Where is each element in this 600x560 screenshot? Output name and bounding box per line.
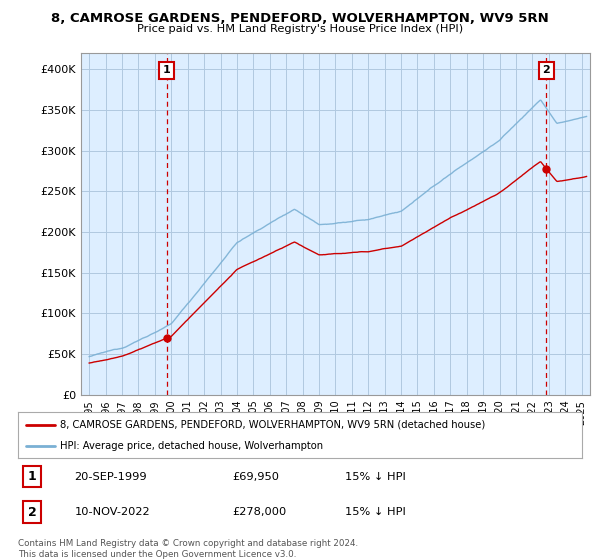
Text: £278,000: £278,000: [232, 507, 287, 517]
Text: Price paid vs. HM Land Registry's House Price Index (HPI): Price paid vs. HM Land Registry's House …: [137, 24, 463, 34]
Text: 2: 2: [542, 66, 550, 75]
Text: £69,950: £69,950: [232, 472, 280, 482]
Text: 15% ↓ HPI: 15% ↓ HPI: [345, 472, 406, 482]
Text: 15% ↓ HPI: 15% ↓ HPI: [345, 507, 406, 517]
Text: HPI: Average price, detached house, Wolverhampton: HPI: Average price, detached house, Wolv…: [60, 441, 323, 451]
Text: 2: 2: [28, 506, 37, 519]
Text: 8, CAMROSE GARDENS, PENDEFORD, WOLVERHAMPTON, WV9 5RN (detached house): 8, CAMROSE GARDENS, PENDEFORD, WOLVERHAM…: [60, 419, 485, 430]
Text: Contains HM Land Registry data © Crown copyright and database right 2024.
This d: Contains HM Land Registry data © Crown c…: [18, 539, 358, 559]
Text: 1: 1: [28, 470, 37, 483]
Text: 20-SEP-1999: 20-SEP-1999: [74, 472, 147, 482]
Text: 1: 1: [163, 66, 170, 75]
Text: 10-NOV-2022: 10-NOV-2022: [74, 507, 150, 517]
Text: 8, CAMROSE GARDENS, PENDEFORD, WOLVERHAMPTON, WV9 5RN: 8, CAMROSE GARDENS, PENDEFORD, WOLVERHAM…: [51, 12, 549, 25]
